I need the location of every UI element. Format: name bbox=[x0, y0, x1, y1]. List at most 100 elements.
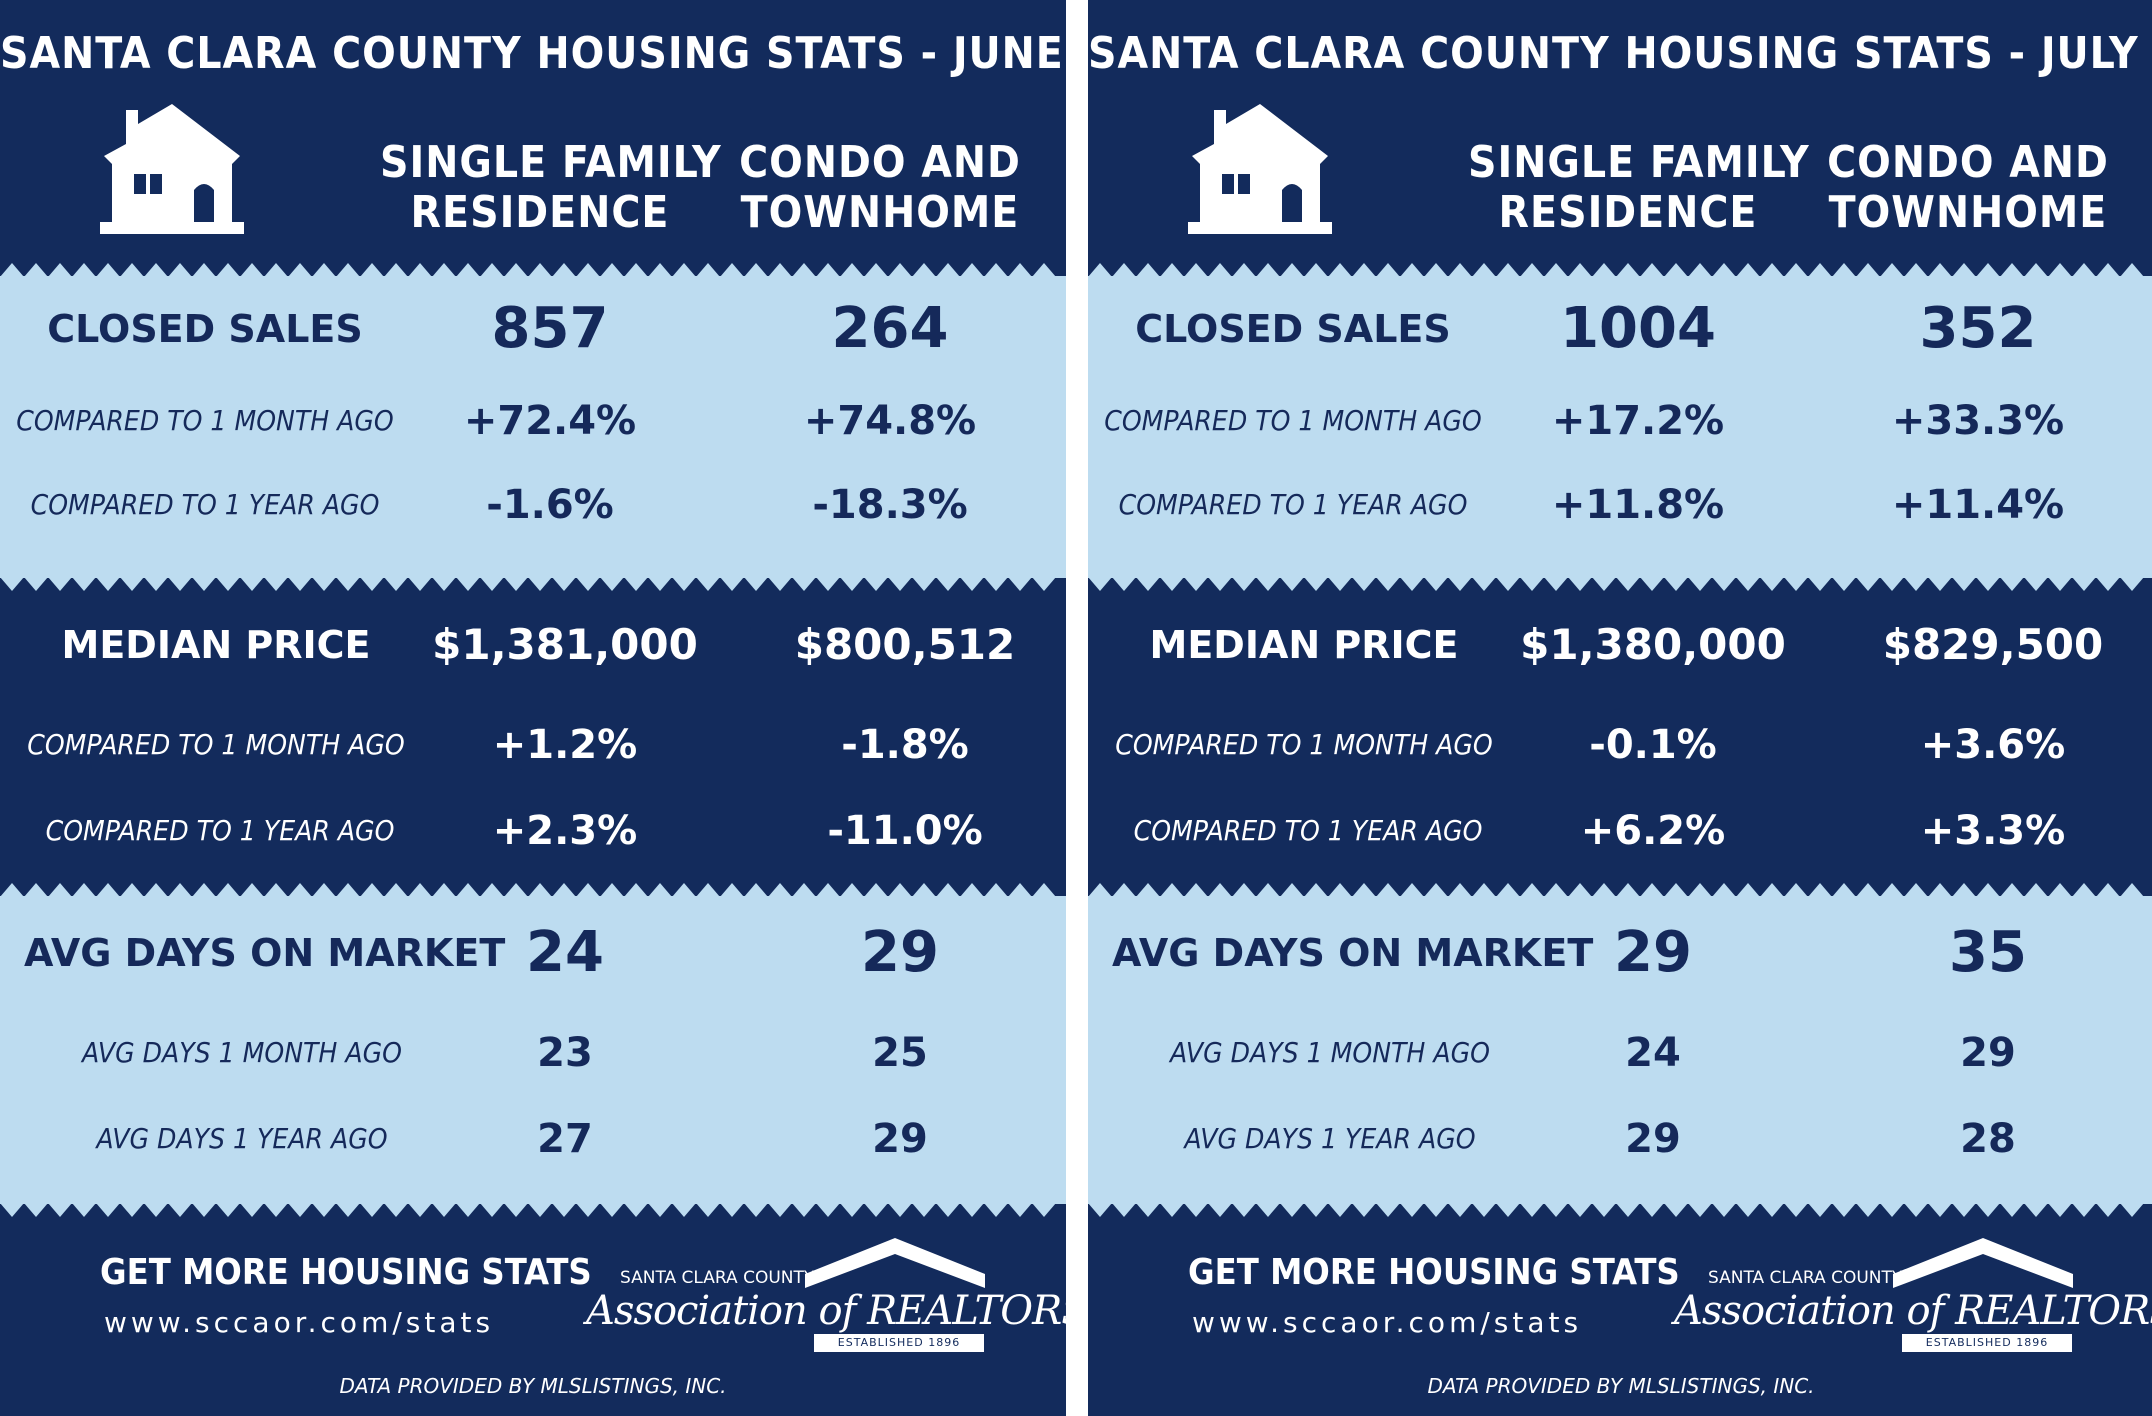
avg-days-year-row: AVG DAYS 1 YEAR AGO 27 29 bbox=[0, 1114, 1066, 1164]
logo-established: ESTABLISHED 1896 bbox=[814, 1334, 984, 1352]
closed-sales-condo: 264 bbox=[831, 296, 949, 361]
logo-established: ESTABLISHED 1896 bbox=[1902, 1334, 2072, 1352]
median-price-sfr: $1,381,000 bbox=[432, 620, 698, 669]
avg-days-section: AVG DAYS ON MARKET 29 35 AVG DAYS 1 MONT… bbox=[1088, 883, 2152, 1217]
column-header-line: RESIDENCE bbox=[1498, 187, 1758, 238]
avg-days-sfr: 29 bbox=[1614, 920, 1692, 985]
median-price-month-sfr: -0.1% bbox=[1589, 722, 1717, 768]
median-price-section: MEDIAN PRICE $1,381,000 $800,512 COMPARE… bbox=[0, 578, 1066, 896]
panel-title: SANTA CLARA COUNTY HOUSING STATS - JUNE … bbox=[0, 28, 1066, 79]
median-price-year-sfr: +6.2% bbox=[1580, 808, 1726, 854]
data-source-note: DATA PROVIDED BY MLSLISTINGS, INC. bbox=[339, 1374, 727, 1398]
year-compare-label: COMPARED TO 1 YEAR AGO bbox=[30, 488, 380, 521]
median-price-year-row: COMPARED TO 1 YEAR AGO +2.3% -11.0% bbox=[0, 806, 1066, 856]
median-price-condo: $800,512 bbox=[794, 620, 1016, 669]
closed-sales-row: CLOSED SALES 857 264 bbox=[0, 294, 1066, 364]
column-header-single-family: SINGLE FAMILY RESIDENCE bbox=[1468, 137, 1810, 238]
house-icon bbox=[1188, 104, 1332, 234]
logo-name: Association of REALTORS® bbox=[1674, 1288, 2152, 1334]
closed-sales-section: CLOSED SALES 1004 352 COMPARED TO 1 MONT… bbox=[1088, 263, 2152, 591]
column-header-condo: CONDO AND TOWNHOME bbox=[730, 138, 1030, 238]
closed-sales-year-condo: -18.3% bbox=[812, 482, 968, 528]
zigzag-edge bbox=[0, 577, 1066, 591]
avg-days-month-condo: 29 bbox=[1960, 1030, 2016, 1076]
avg-days-year-row: AVG DAYS 1 YEAR AGO 29 28 bbox=[1088, 1114, 2152, 1164]
logo-name: Association of REALTORS® bbox=[586, 1288, 1066, 1334]
more-stats-cta[interactable]: GET MORE HOUSING STATS bbox=[100, 1252, 592, 1293]
closed-sales-sfr: 1004 bbox=[1560, 296, 1716, 361]
avg-days-year-sfr: 29 bbox=[1625, 1116, 1681, 1162]
column-header-line: TOWNHOME bbox=[1828, 187, 2108, 238]
median-price-month-row: COMPARED TO 1 MONTH AGO -0.1% +3.6% bbox=[1088, 720, 2152, 770]
year-compare-label: COMPARED TO 1 YEAR AGO bbox=[1118, 488, 1468, 521]
column-header-line: SINGLE FAMILY bbox=[1468, 137, 1810, 188]
logo-county: SANTA CLARA COUNTY bbox=[620, 1268, 815, 1288]
median-price-row: MEDIAN PRICE $1,381,000 $800,512 bbox=[0, 610, 1066, 680]
avg-days-label: AVG DAYS ON MARKET bbox=[1112, 931, 1594, 975]
closed-sales-row: CLOSED SALES 1004 352 bbox=[1088, 294, 2152, 364]
avg-days-year-label: AVG DAYS 1 YEAR AGO bbox=[96, 1122, 388, 1155]
avg-days-sfr: 24 bbox=[526, 920, 604, 985]
median-price-row: MEDIAN PRICE $1,380,000 $829,500 bbox=[1088, 610, 2152, 680]
avg-days-month-sfr: 23 bbox=[537, 1030, 593, 1076]
closed-sales-year-sfr: +11.8% bbox=[1551, 482, 1725, 528]
data-source-note: DATA PROVIDED BY MLSLISTINGS, INC. bbox=[1427, 1374, 1815, 1398]
column-header-line: SINGLE FAMILY bbox=[380, 137, 722, 188]
house-icon bbox=[100, 104, 244, 234]
closed-sales-sfr: 857 bbox=[491, 296, 609, 361]
realtors-association-logo: SANTA CLARA COUNTY Association of REALTO… bbox=[1668, 1238, 2152, 1358]
median-price-year-condo: -11.0% bbox=[827, 808, 983, 854]
column-header-condo: CONDO AND TOWNHOME bbox=[1818, 138, 2118, 238]
zigzag-edge bbox=[0, 263, 1066, 277]
avg-days-month-row: AVG DAYS 1 MONTH AGO 23 25 bbox=[0, 1028, 1066, 1078]
median-price-month-row: COMPARED TO 1 MONTH AGO +1.2% -1.8% bbox=[0, 720, 1066, 770]
month-compare-label: COMPARED TO 1 MONTH AGO bbox=[16, 404, 394, 437]
panel-title: SANTA CLARA COUNTY HOUSING STATS - JULY … bbox=[1088, 28, 2152, 79]
more-stats-cta[interactable]: GET MORE HOUSING STATS bbox=[1188, 1252, 1680, 1293]
month-compare-label: COMPARED TO 1 MONTH AGO bbox=[1115, 728, 1493, 761]
closed-sales-year-condo: +11.4% bbox=[1891, 482, 2065, 528]
closed-sales-section: CLOSED SALES 857 264 COMPARED TO 1 MONTH… bbox=[0, 263, 1066, 591]
zigzag-edge bbox=[0, 883, 1066, 897]
zigzag-edge bbox=[1088, 1203, 2152, 1217]
closed-sales-year-row: COMPARED TO 1 YEAR AGO -1.6% -18.3% bbox=[0, 480, 1066, 530]
median-price-month-sfr: +1.2% bbox=[492, 722, 638, 768]
realtors-association-logo: SANTA CLARA COUNTY Association of REALTO… bbox=[580, 1238, 1066, 1358]
median-price-sfr: $1,380,000 bbox=[1520, 620, 1786, 669]
column-header-single-family: SINGLE FAMILY RESIDENCE bbox=[380, 137, 722, 238]
closed-sales-month-condo: +74.8% bbox=[803, 398, 977, 444]
median-price-year-row: COMPARED TO 1 YEAR AGO +6.2% +3.3% bbox=[1088, 806, 2152, 856]
median-price-month-condo: -1.8% bbox=[841, 722, 969, 768]
avg-days-month-row: AVG DAYS 1 MONTH AGO 24 29 bbox=[1088, 1028, 2152, 1078]
stats-panel: SANTA CLARA COUNTY HOUSING STATS - JULY … bbox=[1088, 0, 2152, 1416]
zigzag-edge bbox=[0, 1203, 1066, 1217]
closed-sales-year-sfr: -1.6% bbox=[486, 482, 614, 528]
roof-logo-icon bbox=[1893, 1238, 2073, 1288]
closed-sales-condo: 352 bbox=[1919, 296, 2037, 361]
zigzag-edge bbox=[1088, 577, 2152, 591]
avg-days-section: AVG DAYS ON MARKET 24 29 AVG DAYS 1 MONT… bbox=[0, 883, 1066, 1217]
avg-days-row: AVG DAYS ON MARKET 29 35 bbox=[1088, 918, 2152, 988]
column-header-line: RESIDENCE bbox=[410, 187, 670, 238]
avg-days-month-label: AVG DAYS 1 MONTH AGO bbox=[82, 1036, 402, 1069]
stats-link[interactable]: www.sccaor.com/stats bbox=[1192, 1306, 1583, 1339]
stats-panel: SANTA CLARA COUNTY HOUSING STATS - JUNE … bbox=[0, 0, 1066, 1416]
avg-days-row: AVG DAYS ON MARKET 24 29 bbox=[0, 918, 1066, 988]
avg-days-year-condo: 29 bbox=[872, 1116, 928, 1162]
year-compare-label: COMPARED TO 1 YEAR AGO bbox=[1133, 814, 1483, 847]
median-price-condo: $829,500 bbox=[1882, 620, 2104, 669]
closed-sales-label: CLOSED SALES bbox=[47, 307, 363, 351]
avg-days-month-sfr: 24 bbox=[1625, 1030, 1681, 1076]
avg-days-year-condo: 28 bbox=[1960, 1116, 2016, 1162]
stats-link[interactable]: www.sccaor.com/stats bbox=[104, 1306, 495, 1339]
column-header-line: CONDO AND bbox=[1827, 137, 2109, 188]
median-price-label: MEDIAN PRICE bbox=[1149, 623, 1459, 667]
closed-sales-month-row: COMPARED TO 1 MONTH AGO +72.4% +74.8% bbox=[0, 396, 1066, 446]
avg-days-year-label: AVG DAYS 1 YEAR AGO bbox=[1184, 1122, 1476, 1155]
logo-county: SANTA CLARA COUNTY bbox=[1708, 1268, 1903, 1288]
roof-logo-icon bbox=[805, 1238, 985, 1288]
avg-days-condo: 35 bbox=[1949, 920, 2027, 985]
closed-sales-label: CLOSED SALES bbox=[1135, 307, 1451, 351]
median-price-year-condo: +3.3% bbox=[1920, 808, 2066, 854]
column-header-line: TOWNHOME bbox=[740, 187, 1020, 238]
